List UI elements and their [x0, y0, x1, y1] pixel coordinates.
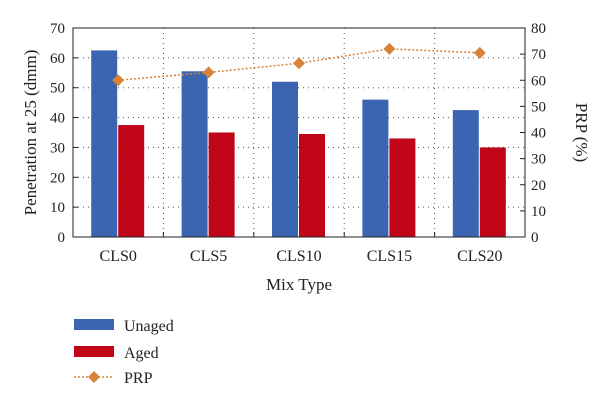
y2-tick-label: 60 — [531, 73, 546, 89]
y2-tick-label: 40 — [531, 126, 546, 142]
y-tick-label: 0 — [58, 230, 66, 246]
bar-aged-cls15 — [389, 138, 416, 237]
bar-aged-cls10 — [299, 133, 325, 237]
y-tick-label: 30 — [50, 140, 65, 156]
x-axis-ticks: CLS0 CLS5 CLS10 CLS15 CLS20 — [100, 232, 502, 265]
legend-swatch-unaged — [74, 319, 114, 330]
y-tick-label: 70 — [50, 21, 65, 37]
x-tick-label-cls20: CLS20 — [457, 248, 502, 265]
y-tick-label: 60 — [50, 51, 65, 67]
prp-marker-cls0 — [112, 74, 125, 87]
prp-line-series — [112, 42, 486, 87]
bar-unaged-cls20 — [452, 110, 479, 237]
y2-tick-label: 70 — [531, 47, 546, 63]
legend: Unaged Aged PRP — [74, 318, 174, 387]
prp-marker-cls10 — [293, 57, 305, 70]
bar-unaged-cls15 — [362, 99, 389, 238]
y2-tick-label: 80 — [531, 21, 546, 37]
y-axis-right-label: PRP (%) — [572, 103, 591, 162]
bars — [91, 50, 506, 238]
y-axis-left-ticks: 0 10 20 30 40 50 60 70 — [50, 21, 78, 246]
y2-tick-label: 50 — [531, 99, 546, 115]
legend-label-prp: PRP — [124, 370, 153, 387]
bar-aged-cls20 — [479, 147, 506, 237]
y-tick-label: 10 — [50, 200, 65, 216]
legend-marker-prp — [88, 371, 100, 383]
y-axis-right-ticks: 0 10 20 30 40 50 60 70 80 — [520, 21, 546, 246]
x-tick-label-cls15: CLS15 — [367, 248, 412, 265]
bar-unaged-cls10 — [272, 81, 298, 237]
y-tick-label: 50 — [50, 81, 65, 97]
bar-aged-cls5 — [208, 132, 235, 237]
x-tick-label-cls5: CLS5 — [190, 248, 227, 265]
bar-aged-cls0 — [118, 125, 145, 237]
bar-unaged-cls0 — [91, 50, 118, 238]
prp-marker-cls20 — [473, 46, 486, 59]
y-tick-label: 20 — [50, 170, 65, 186]
y2-tick-label: 0 — [531, 230, 539, 246]
legend-label-aged: Aged — [124, 345, 159, 362]
y2-tick-label: 10 — [531, 204, 546, 220]
y2-tick-label: 30 — [531, 152, 546, 168]
x-axis-label: Mix Type — [266, 275, 332, 294]
y2-tick-label: 20 — [531, 178, 546, 194]
prp-marker-cls5 — [202, 66, 215, 79]
y-tick-label: 40 — [50, 111, 65, 127]
y-axis-left-label: Penetration at 25 (dmm) — [21, 50, 40, 216]
bar-unaged-cls5 — [181, 71, 208, 238]
prp-marker-cls15 — [383, 42, 396, 55]
x-tick-label-cls0: CLS0 — [100, 248, 137, 265]
legend-swatch-aged — [74, 346, 114, 357]
x-tick-label-cls10: CLS10 — [276, 248, 321, 265]
legend-label-unaged: Unaged — [124, 318, 174, 335]
